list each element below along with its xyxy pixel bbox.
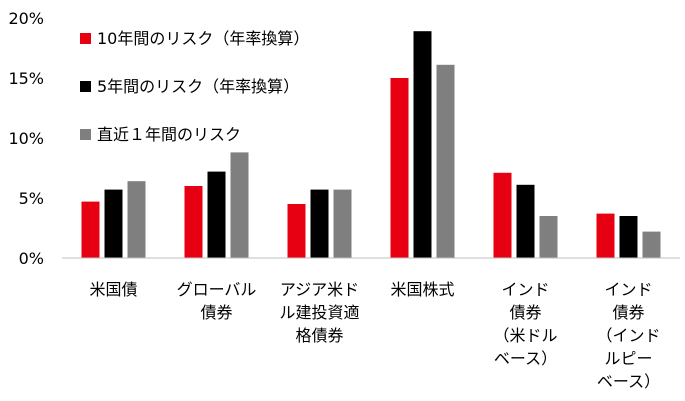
x-tick-label: インド — [501, 280, 549, 299]
bar — [596, 213, 615, 258]
bars — [81, 31, 661, 259]
x-tick-label: 格債券 — [295, 326, 343, 345]
bar — [230, 152, 249, 258]
legend-swatch — [80, 33, 91, 44]
x-tick-label: 債券 — [612, 303, 644, 322]
y-tick-label: 15% — [8, 69, 44, 88]
x-tick-label: ベース） — [494, 349, 557, 368]
x-tick-label: （米ドル — [493, 326, 557, 345]
bar — [619, 216, 638, 258]
bar — [493, 172, 512, 258]
bar — [287, 204, 306, 258]
bar — [310, 189, 329, 258]
x-tick-label: ベース） — [597, 372, 660, 391]
x-tick-label: 米国債 — [89, 280, 137, 299]
bar — [333, 189, 352, 258]
bar — [413, 31, 432, 259]
bar — [81, 201, 100, 258]
x-tick-label: 米国株式 — [390, 280, 454, 299]
legend-label: 10年間のリスク（年率換算） — [97, 29, 309, 48]
x-tick-label: インド — [604, 280, 652, 299]
x-tick-label: ルピー — [604, 349, 652, 368]
bar — [127, 181, 146, 258]
x-tick-label: 債券 — [509, 303, 541, 322]
legend-label: 直近１年間のリスク — [97, 125, 241, 144]
y-tick-label: 5% — [19, 189, 44, 208]
x-tick-label: 債券 — [200, 303, 232, 322]
bar — [539, 216, 558, 258]
y-axis-ticks: 0% 5% 10% 15% 20% — [8, 9, 44, 268]
bar — [436, 64, 455, 258]
x-tick-label: グローバル — [177, 280, 257, 299]
y-tick-label: 0% — [19, 249, 44, 268]
legend-label: 5年間のリスク（年率換算） — [97, 77, 299, 96]
y-tick-label: 20% — [8, 9, 44, 28]
x-tick-label: （インド — [596, 326, 660, 345]
bar — [642, 231, 661, 258]
legend: 10年間のリスク（年率換算） 5年間のリスク（年率換算） 直近１年間のリスク — [80, 29, 309, 144]
legend-swatch — [80, 129, 91, 140]
bar — [207, 171, 226, 258]
y-tick-label: 10% — [8, 129, 44, 148]
bar — [390, 78, 409, 258]
bar — [104, 189, 123, 258]
legend-swatch — [80, 81, 91, 92]
x-tick-label: ル建投資適 — [279, 303, 359, 322]
bar — [516, 184, 535, 258]
x-tick-label: アジア米ド — [280, 280, 359, 299]
bar — [184, 186, 203, 258]
